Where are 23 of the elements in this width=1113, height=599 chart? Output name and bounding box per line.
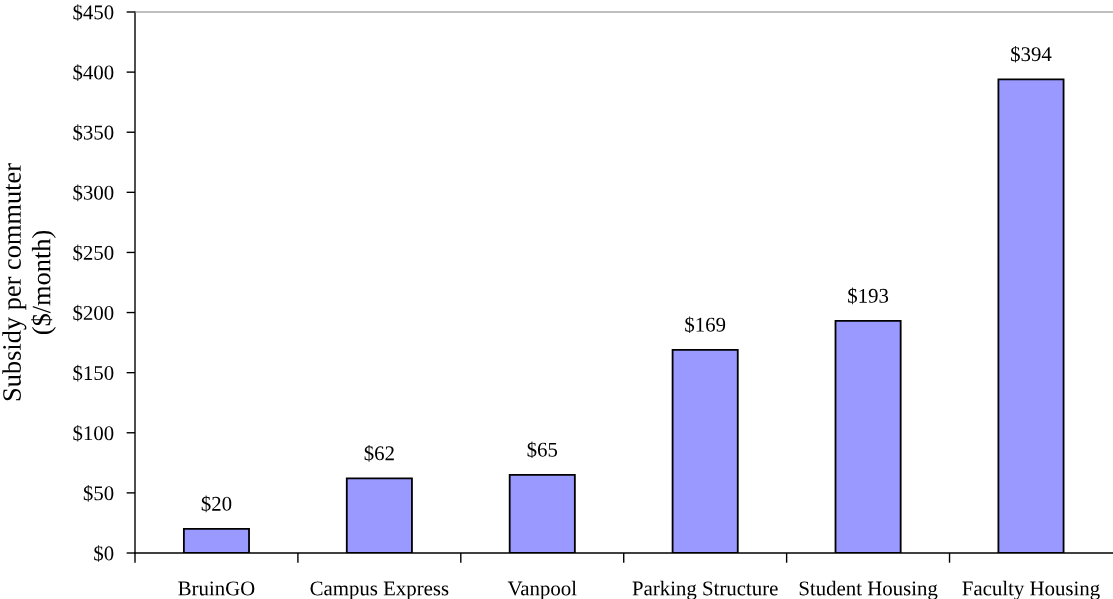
y-tick-label: $350 [73, 124, 114, 142]
y-tick-label: $200 [73, 304, 114, 322]
data-label: $20 [201, 495, 232, 513]
y-tick-label: $0 [94, 545, 114, 562]
y-tick-label: $50 [83, 485, 114, 502]
y-axis-title: Subsidy per commuter ($/month) [2, 163, 56, 401]
data-label: $394 [1011, 45, 1052, 63]
data-label: $193 [848, 287, 889, 305]
y-tick-label: $150 [73, 364, 114, 382]
y-tick-label: $300 [73, 184, 114, 202]
data-label: $62 [364, 445, 394, 462]
data-label: $65 [527, 441, 558, 459]
x-tick-label: BruinGO [178, 581, 255, 596]
y-tick-label: $250 [73, 244, 114, 262]
y-tick-label: $100 [73, 424, 114, 442]
x-tick-label: Parking Structure [632, 580, 778, 599]
x-tick-label: Student Housing [799, 580, 938, 599]
x-tick-label: Campus Express [310, 581, 449, 599]
data-label: $169 [685, 316, 726, 334]
x-tick-label: Faculty Housing [962, 580, 1100, 599]
y-tick-label: $400 [73, 64, 114, 81]
y-tick-label: $450 [73, 4, 114, 21]
x-tick-label: Vanpool [507, 580, 577, 599]
